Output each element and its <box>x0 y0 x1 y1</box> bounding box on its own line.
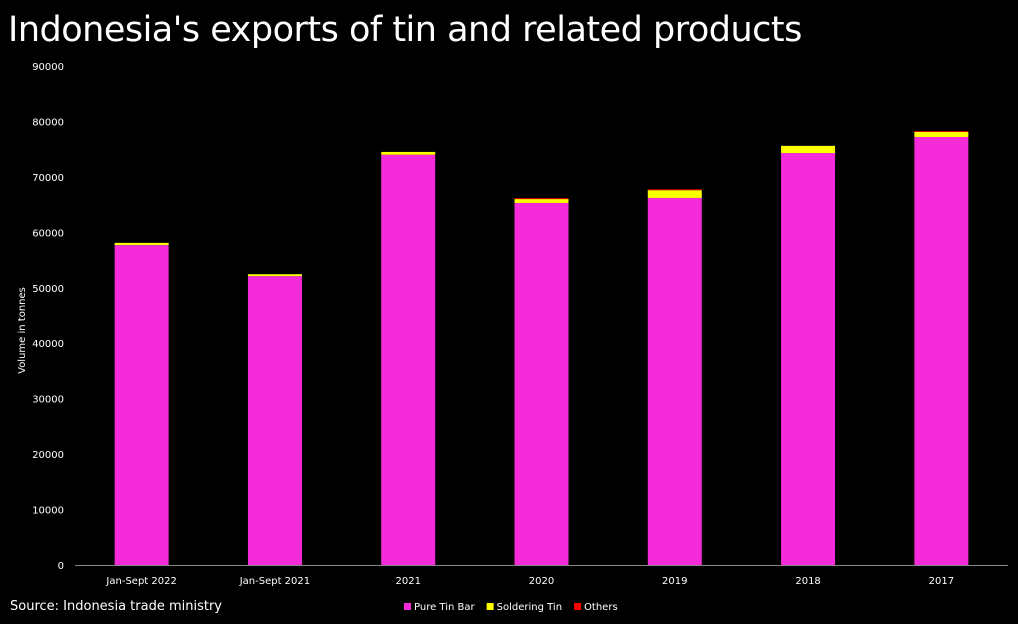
bar-pure-tin-bar <box>247 276 302 565</box>
y-tick-label: 70000 <box>32 173 64 184</box>
x-tick-label: Jan-Sept 2022 <box>105 576 176 587</box>
y-tick-label: 60000 <box>32 228 64 239</box>
bar-pure-tin-bar <box>381 154 436 565</box>
x-tick-label: Jan-Sept 2021 <box>239 576 310 587</box>
bar-others <box>514 198 569 200</box>
y-tick-label: 0 <box>58 561 64 572</box>
chart-title: Indonesia's exports of tin and related p… <box>8 10 802 50</box>
legend-entry: Soldering Tin <box>497 602 562 613</box>
y-tick-label: 40000 <box>32 339 64 350</box>
bar-soldering-tin <box>381 151 436 155</box>
bar-soldering-tin <box>247 274 302 277</box>
bar-soldering-tin <box>914 131 969 137</box>
source-note: Source: Indonesia trade ministry <box>10 599 222 614</box>
bar-pure-tin-bar <box>114 245 169 565</box>
x-tick-label: 2021 <box>395 576 420 587</box>
bar-pure-tin-bar <box>914 136 969 566</box>
x-tick-label: 2020 <box>529 576 554 587</box>
legend-entry: Others <box>584 602 618 613</box>
bar-others <box>647 189 702 191</box>
bar-soldering-tin <box>781 145 836 154</box>
bar-soldering-tin <box>514 199 569 203</box>
bar-pure-tin-bar <box>781 153 836 565</box>
y-tick-label: 50000 <box>32 284 64 295</box>
legend-entry: Pure Tin Bar <box>414 602 475 613</box>
x-tick-label: 2017 <box>929 576 954 587</box>
bar-soldering-tin <box>114 242 169 246</box>
bar-others <box>914 131 969 132</box>
y-axis-label: Volume in tonnes <box>17 287 28 374</box>
y-tick-label: 80000 <box>32 117 64 128</box>
bar-pure-tin-bar <box>514 202 569 565</box>
x-tick-label: 2019 <box>662 576 687 587</box>
y-tick-label: 30000 <box>32 395 64 406</box>
legend-swatch <box>574 603 582 610</box>
bar-pure-tin-bar <box>647 197 702 566</box>
bar-soldering-tin <box>647 190 702 198</box>
y-tick-label: 90000 <box>32 62 64 73</box>
y-tick-label: 10000 <box>32 506 64 517</box>
x-tick-label: 2018 <box>795 576 820 587</box>
legend-swatch <box>404 603 411 610</box>
y-tick-label: 20000 <box>32 450 64 461</box>
legend-swatch <box>486 603 494 610</box>
